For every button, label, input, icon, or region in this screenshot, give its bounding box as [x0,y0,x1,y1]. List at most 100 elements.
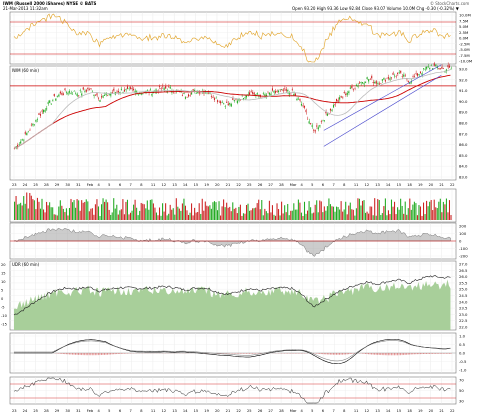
price-candle [133,88,135,91]
price-candle [120,88,122,90]
volume-bar [274,215,277,220]
macd-histogram-bar [125,353,127,354]
price-candle [194,89,196,92]
volume-bar [320,201,322,220]
volume-bar [50,207,52,220]
price-candle [310,123,312,125]
volume-bar [323,206,325,220]
volume-bar [310,207,312,220]
macd-histogram-bar [332,353,334,355]
macd-histogram-bar [395,353,397,356]
price-candle [78,95,80,96]
macd-histogram-bar [110,353,112,355]
price-candle [323,120,325,121]
price-candle [44,109,46,112]
macd-histogram-bar [432,353,434,354]
volume-bar [375,215,377,220]
price-candle [268,92,270,95]
x-tick-label: 18 [407,183,412,187]
macd-histogram-bar [325,353,327,355]
price-candle [107,94,109,96]
macd-histogram-bar [400,353,402,356]
volume-bar [244,213,246,220]
macd-histogram-bar [245,353,247,354]
x-tick-label: 22 [450,183,455,187]
price-candle [105,92,107,95]
volume-bar [116,204,118,220]
macd-histogram-bar [426,353,427,354]
price-candle [291,89,293,90]
price-candle [79,90,81,92]
volume-bar [412,204,414,220]
udr-panel-label: UDR (60 min) [12,262,40,267]
price-candle [189,95,191,97]
price-candle [426,66,428,69]
moving-average-fast [13,69,451,149]
volume-bar [360,205,362,220]
macd-histogram-bar [340,353,342,355]
volume-bar [18,203,20,220]
volume-bar [328,198,330,220]
price-candle [380,83,382,84]
price-candle [111,92,113,94]
price-candle [418,74,420,76]
volume-bar [314,204,316,220]
volume-bar [61,205,63,220]
macd-histogram-bar [447,353,449,354]
volume-bar [134,199,136,220]
volume-bar [27,208,29,220]
price-candle [276,90,278,93]
macd-histogram-bar [233,353,235,354]
volume-bar [253,208,255,220]
volume-bar [397,207,399,220]
osc-axis-label: -2.5M [459,41,470,46]
price-candle [279,89,281,91]
osc-axis-label: 7.5M [459,18,468,23]
volume-bar [114,208,116,220]
volume-bar [267,213,269,220]
price-candle [319,125,321,127]
macd-histogram-bar [430,353,432,354]
macd-histogram-bar [337,353,339,355]
x-tick-label: 31 [76,183,81,187]
price-candle [357,85,359,87]
macd-histogram-bar [346,353,348,355]
price-axis-label: 91.0 [459,88,468,93]
price-candle [23,139,25,141]
volume-bar [245,205,248,220]
volume-bar [235,207,237,220]
volume-bar [337,207,339,220]
macd-histogram-bar [410,353,412,355]
macd-histogram-bar [235,353,237,354]
volume-bar [166,215,168,220]
volume-bar [104,201,106,220]
price-candle [303,106,306,108]
volume-bar [395,214,397,220]
price-candle [358,82,360,84]
macd-histogram-bar [349,353,351,355]
macd-histogram-bar [123,353,125,354]
price-candle [435,64,437,67]
volume-bar [351,209,353,220]
price-candle [47,102,49,104]
volume-bar [62,208,64,220]
price-candle [117,91,119,93]
macd-histogram-bar [348,353,350,355]
price-candle [233,100,235,102]
volume-bar [76,199,78,220]
price-candle [184,97,186,99]
macd-histogram-bar [241,353,243,354]
x-tick-label: 25 [247,183,252,187]
volume-bar [371,206,373,220]
price-candle [354,87,356,89]
price-candle [108,94,110,95]
price-candle [142,93,144,95]
macd-histogram-bar [423,353,424,354]
price-candle [296,98,298,101]
volume-bar [326,206,328,220]
udr-osc-area [13,227,451,257]
udr-osc-axis-label: -200 [459,254,468,259]
macd-axis-label: -1.0 [459,368,467,373]
rsi-axis-label: 30 [459,399,464,404]
volume-bar [56,215,58,220]
